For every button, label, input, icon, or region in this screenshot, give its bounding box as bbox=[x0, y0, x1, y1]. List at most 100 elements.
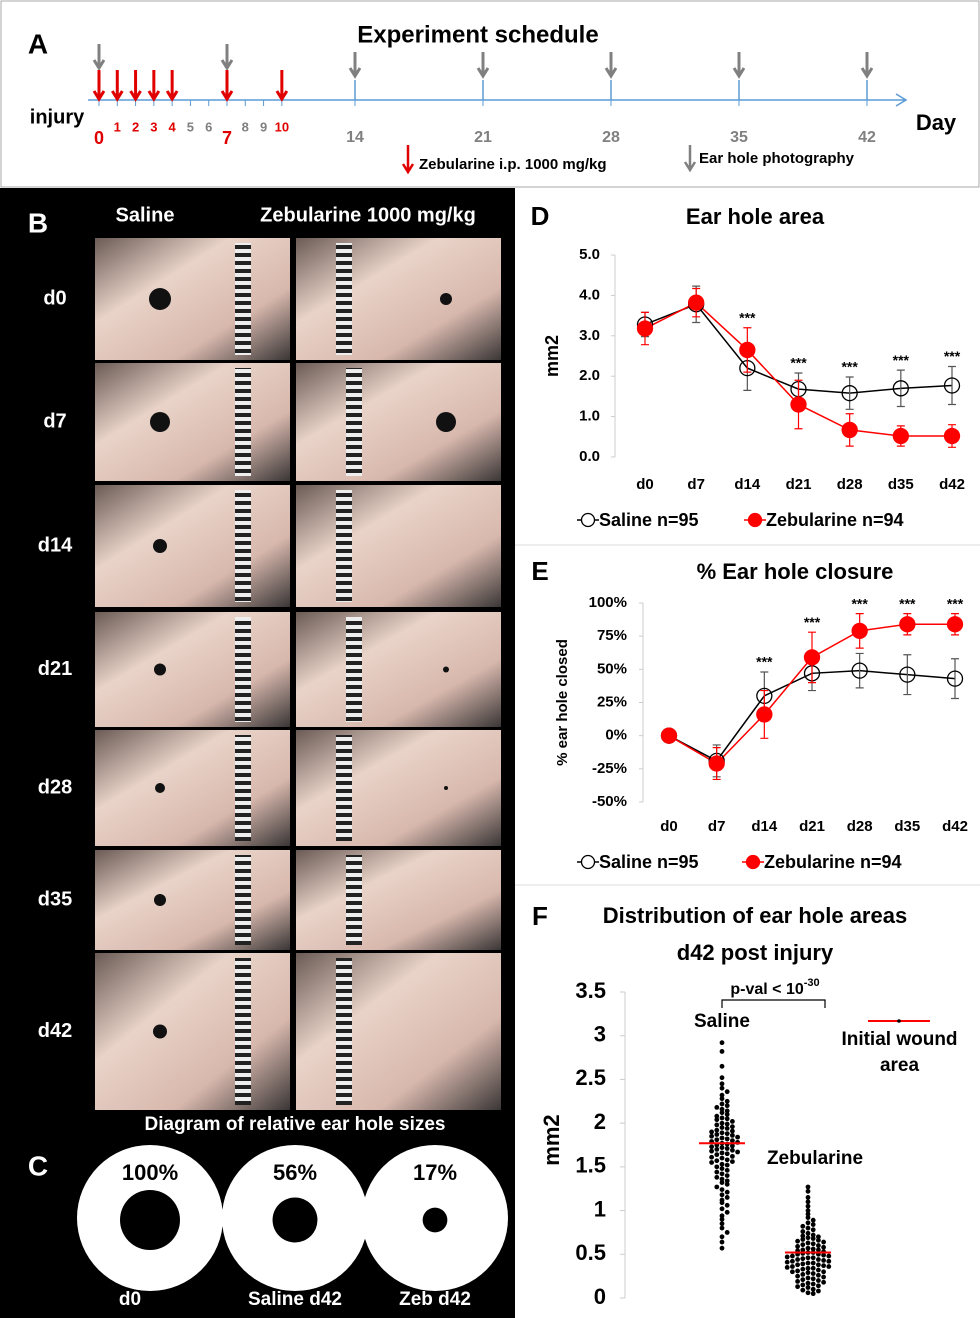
y-tick-label: 0.0 bbox=[579, 448, 600, 465]
photo-arrow bbox=[92, 44, 106, 71]
data-point bbox=[821, 1279, 826, 1285]
data-point bbox=[719, 1166, 725, 1172]
data-point bbox=[719, 1171, 725, 1177]
y-tick-label: -50% bbox=[592, 793, 627, 810]
data-point bbox=[719, 1206, 725, 1212]
data-point bbox=[795, 1284, 800, 1290]
treatment-arrow bbox=[220, 70, 234, 102]
data-point bbox=[735, 1149, 740, 1155]
y-axis-label: mm2 bbox=[539, 1114, 564, 1165]
y-tick-label: 1.5 bbox=[575, 1153, 606, 1178]
value-label: 17% bbox=[413, 1160, 457, 1185]
data-point bbox=[784, 1254, 790, 1260]
data-point bbox=[714, 1174, 720, 1180]
x-tick-label: d0 bbox=[660, 818, 678, 835]
photo bbox=[95, 730, 290, 846]
photo-arrow bbox=[604, 52, 618, 79]
data-point bbox=[805, 1265, 811, 1271]
ruler bbox=[336, 490, 352, 602]
data-point bbox=[943, 427, 961, 445]
x-tick-label: 35 bbox=[730, 129, 748, 146]
ear-hole bbox=[443, 666, 449, 673]
data-point bbox=[719, 1245, 725, 1251]
ear-hole bbox=[436, 412, 456, 432]
x-tick-label: d0 bbox=[636, 476, 654, 493]
x-tick-label: d7 bbox=[708, 818, 726, 835]
start-label: injury bbox=[30, 106, 85, 128]
row-label: d35 bbox=[38, 888, 72, 910]
data-point bbox=[719, 1135, 725, 1141]
data-point bbox=[724, 1151, 730, 1157]
data-point bbox=[805, 1285, 811, 1290]
data-point bbox=[795, 1238, 800, 1244]
group-label: Saline bbox=[694, 1011, 750, 1032]
data-point bbox=[821, 1274, 826, 1280]
data-point bbox=[724, 1121, 730, 1127]
data-point bbox=[719, 1192, 725, 1198]
data-point bbox=[709, 1160, 714, 1165]
data-point bbox=[719, 1234, 725, 1240]
significance: *** bbox=[790, 355, 807, 371]
data-point bbox=[724, 1173, 730, 1178]
data-point bbox=[816, 1278, 821, 1283]
data-point bbox=[810, 1255, 816, 1261]
ear-hole bbox=[149, 288, 171, 310]
data-point bbox=[719, 1225, 725, 1231]
data-point bbox=[805, 1215, 811, 1220]
photo bbox=[95, 953, 290, 1110]
y-tick-label: 25% bbox=[597, 693, 627, 710]
data-point bbox=[810, 1286, 816, 1292]
data-point bbox=[946, 616, 964, 633]
y-axis-label: mm2 bbox=[542, 335, 562, 377]
y-tick-label: 3 bbox=[594, 1022, 606, 1047]
data-point bbox=[709, 1154, 714, 1160]
treatment-arrow bbox=[92, 70, 106, 102]
error-bar bbox=[951, 658, 959, 700]
p-value-exponent: -30 bbox=[804, 977, 820, 989]
x-tick-label: 42 bbox=[858, 129, 876, 146]
ear-hole bbox=[422, 1207, 448, 1233]
legend-arrow bbox=[401, 145, 415, 175]
data-point bbox=[795, 1268, 800, 1274]
data-point bbox=[724, 1209, 730, 1215]
p-value: p-val < 10-30 bbox=[730, 977, 819, 998]
data-point bbox=[946, 670, 964, 687]
data-point bbox=[719, 1176, 725, 1182]
data-point bbox=[821, 1263, 826, 1269]
x-tick-label: 3 bbox=[150, 119, 157, 134]
data-point bbox=[826, 1258, 832, 1264]
ruler bbox=[235, 855, 251, 945]
data-point bbox=[724, 1146, 730, 1151]
data-point bbox=[805, 1290, 811, 1296]
photo bbox=[95, 363, 290, 481]
y-tick-label: 100% bbox=[589, 594, 627, 611]
legend-marker bbox=[745, 854, 761, 870]
data-point bbox=[709, 1133, 714, 1139]
legend-label: Zebularine i.p. 1000 mg/kg bbox=[419, 156, 607, 173]
data-point bbox=[851, 622, 868, 640]
ruler bbox=[235, 368, 251, 476]
data-point bbox=[800, 1242, 806, 1248]
data-point bbox=[805, 1255, 811, 1261]
data-point bbox=[795, 1278, 800, 1284]
ear-hole bbox=[153, 1024, 167, 1039]
data-point bbox=[800, 1271, 806, 1277]
data-point bbox=[719, 1150, 725, 1156]
y-tick-label: 4.0 bbox=[579, 286, 600, 303]
ruler bbox=[346, 855, 362, 945]
data-point bbox=[800, 1277, 806, 1283]
data-point bbox=[714, 1146, 720, 1152]
data-point bbox=[899, 616, 916, 633]
category-label: Zeb d42 bbox=[399, 1289, 471, 1310]
x-tick-label: d7 bbox=[687, 476, 705, 493]
x-tick-label: 10 bbox=[275, 119, 289, 134]
data-point bbox=[756, 706, 773, 723]
data-point bbox=[719, 1200, 725, 1206]
y-tick-label: 3.5 bbox=[575, 978, 606, 1003]
data-point bbox=[719, 1161, 725, 1167]
data-point bbox=[719, 1115, 725, 1121]
data-point bbox=[800, 1282, 806, 1288]
data-point bbox=[719, 1096, 725, 1102]
data-point bbox=[805, 1235, 811, 1241]
